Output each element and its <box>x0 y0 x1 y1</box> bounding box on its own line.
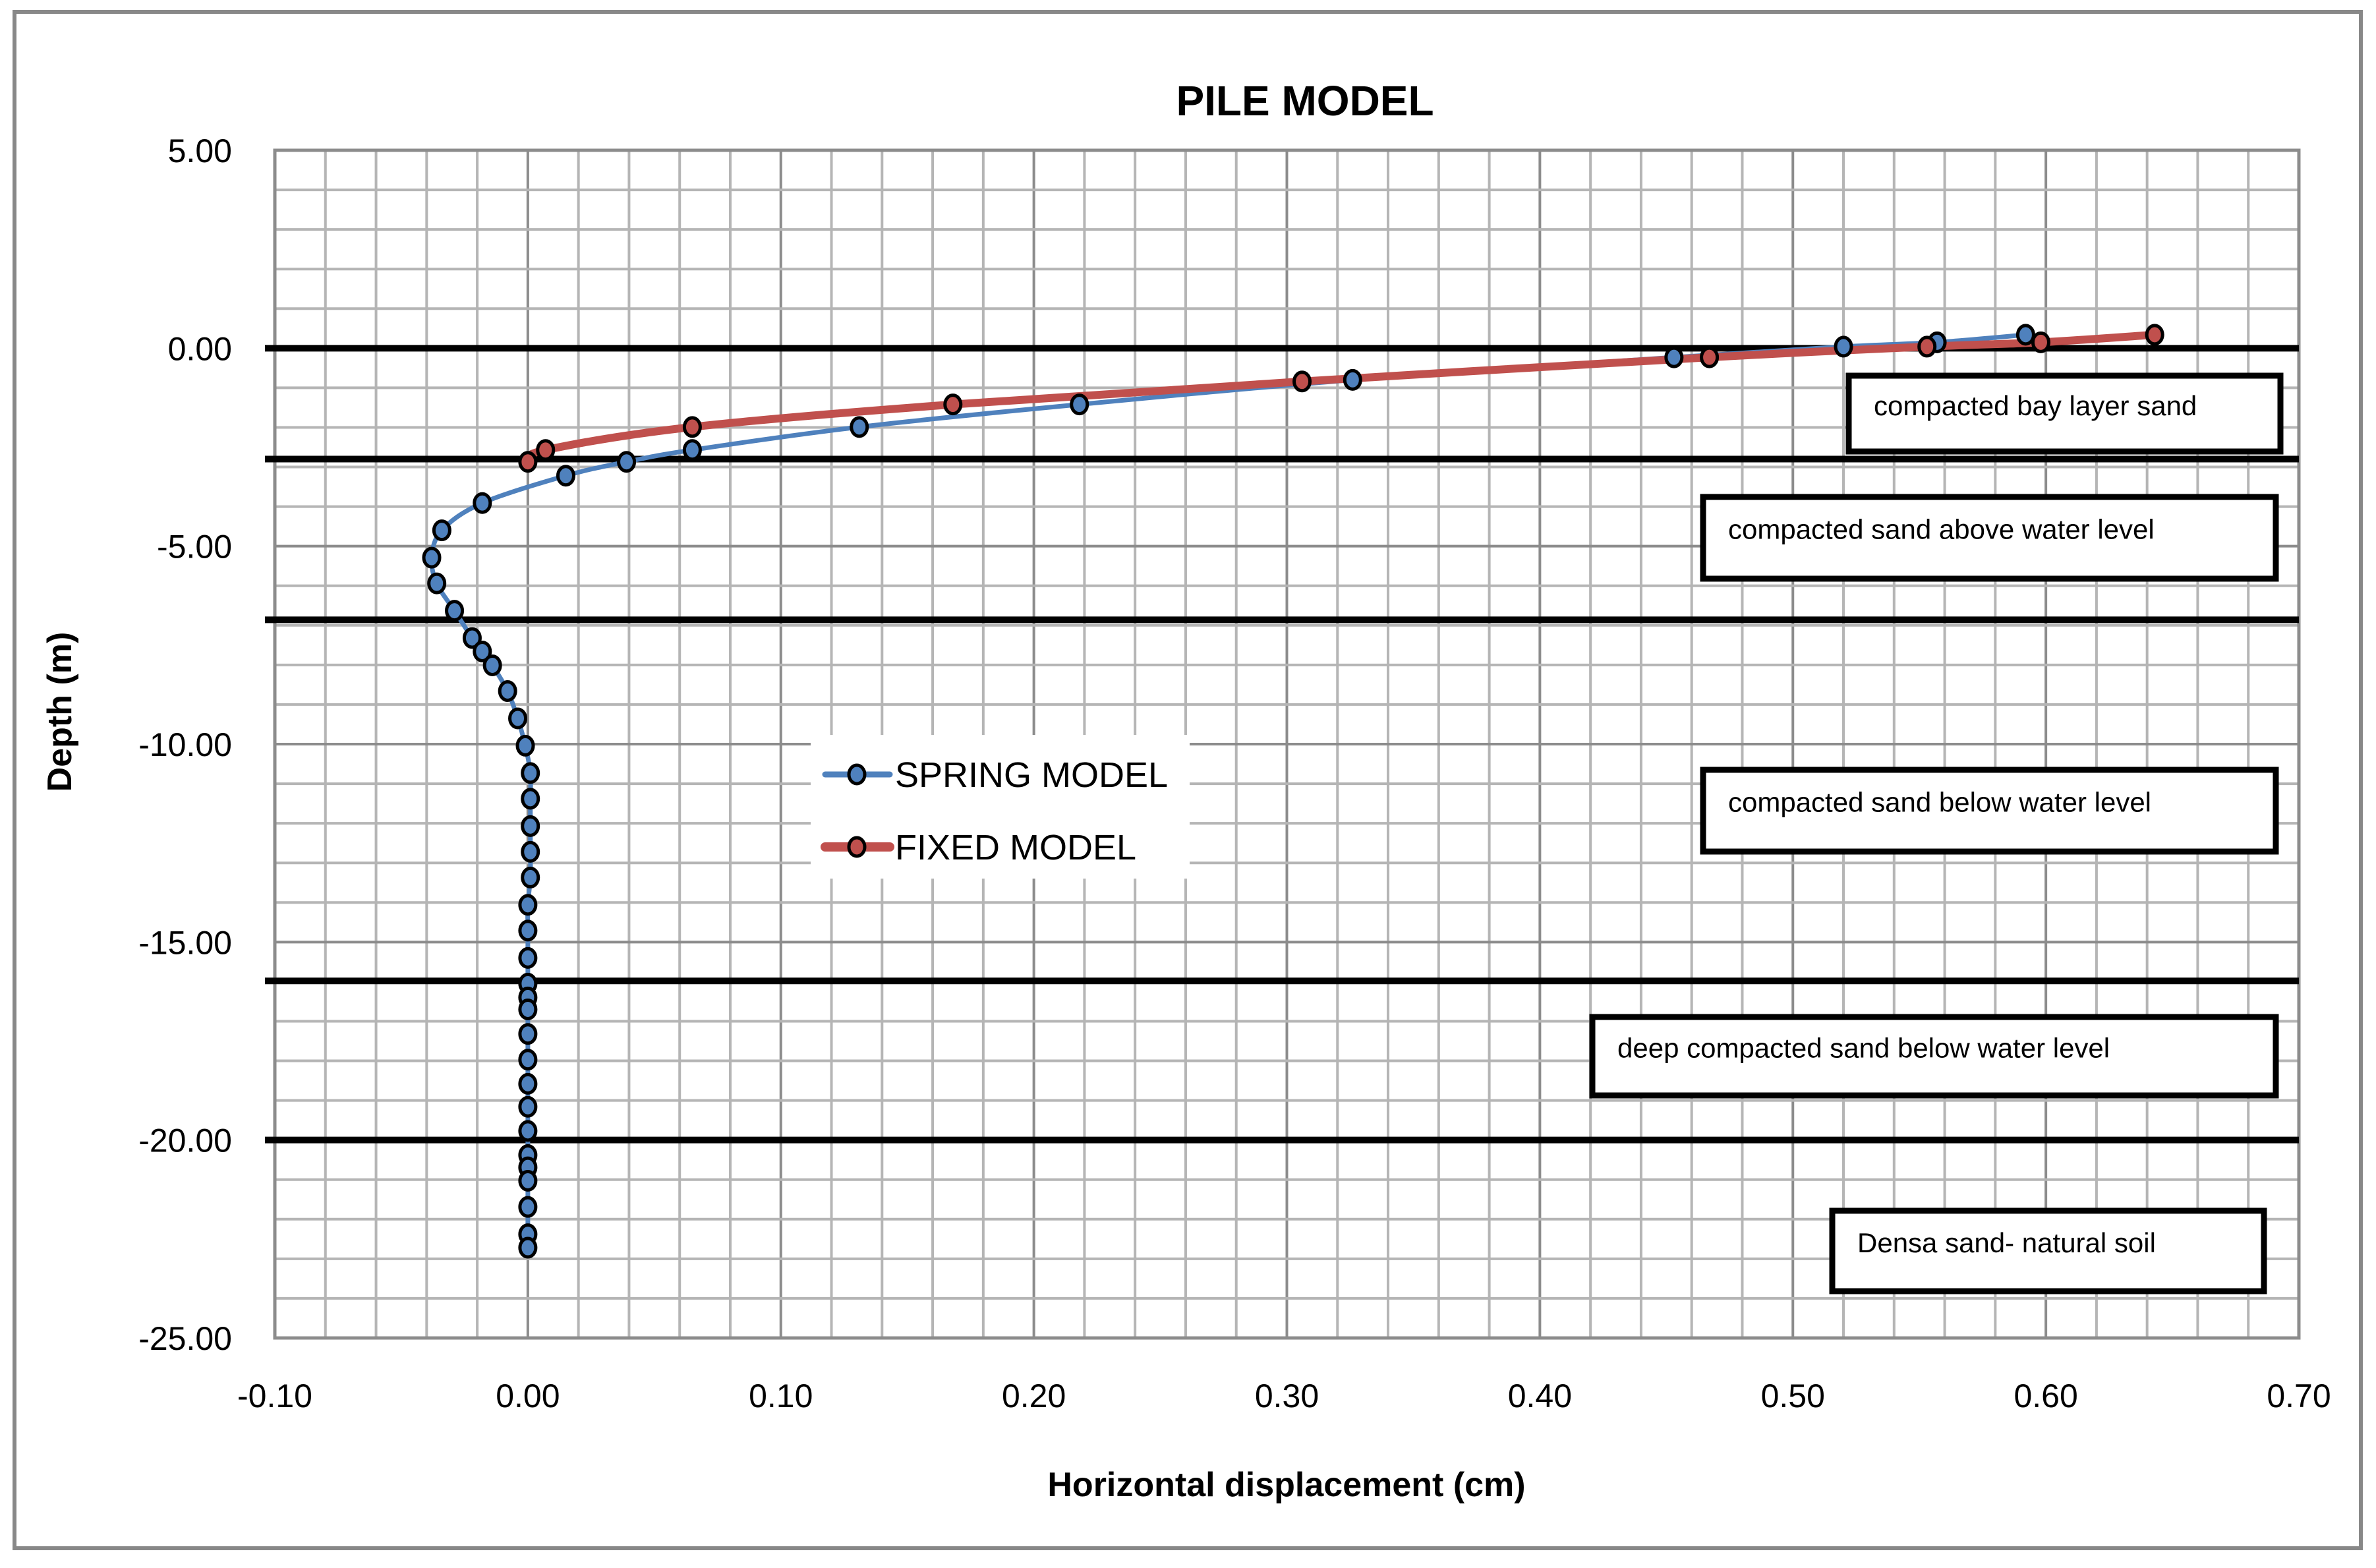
y-tick-label: -10.00 <box>138 726 232 763</box>
spring-model-marker <box>422 546 442 569</box>
x-tick-label: 0.50 <box>1761 1378 1825 1414</box>
spring-model-marker <box>556 465 575 487</box>
spring-model-marker <box>508 707 528 730</box>
spring-model-marker <box>498 680 517 703</box>
spring-model-marker <box>521 866 540 888</box>
spring-model-marker <box>521 815 540 837</box>
spring-model-marker <box>518 1023 538 1045</box>
spring-model-marker <box>518 1170 538 1192</box>
layer-annotations: compacted bay layer sand compacted sand a… <box>1589 372 2284 1294</box>
spring-model-marker <box>518 1196 538 1218</box>
fixed-model-marker <box>1700 346 1720 368</box>
x-axis-title: Horizontal displacement (cm) <box>1047 1466 1525 1504</box>
layer-label-text: deep compacted sand below water level <box>1617 1033 2110 1064</box>
spring-model-marker <box>518 946 538 969</box>
legend-background <box>811 735 1190 879</box>
legend: SPRING MODEL FIXED MODEL <box>811 735 1190 879</box>
fixed-model-marker <box>682 416 702 438</box>
x-tick-label: 0.30 <box>1255 1378 1319 1414</box>
plot-grid <box>273 148 2301 1340</box>
spring-model-marker <box>518 1072 538 1095</box>
spring-model-marker <box>518 998 538 1020</box>
spring-model-marker <box>518 1095 538 1118</box>
layer-label-text: compacted sand above water level <box>1728 514 2155 545</box>
spring-model-marker <box>521 840 540 863</box>
fixed-model-marker <box>536 439 556 461</box>
spring-model-marker <box>473 492 492 514</box>
fixed-model-marker <box>2145 324 2164 346</box>
spring-model-marker <box>521 762 540 784</box>
fixed-model-marker <box>1917 335 1937 358</box>
x-tick-label: 0.20 <box>1002 1378 1066 1414</box>
x-tick-label: 0.40 <box>1508 1378 1572 1414</box>
layer-label-box <box>1829 1207 2267 1294</box>
spring-model-marker <box>682 439 702 461</box>
spring-model-marker <box>515 734 535 757</box>
layer-label-text: Densa sand- natural soil <box>1857 1227 2156 1258</box>
legend-fixed-model-label: FIXED MODEL <box>895 828 1136 867</box>
layer-label-text: compacted bay layer sand <box>1874 390 2197 421</box>
chart-title: PILE MODEL <box>1176 77 1434 125</box>
y-tick-label: -5.00 <box>157 529 232 566</box>
spring-model-marker <box>482 654 502 676</box>
series-markers <box>422 324 2164 1259</box>
y-tick-label: -15.00 <box>138 924 232 961</box>
fixed-model-marker <box>1292 370 1312 393</box>
spring-model-marker <box>521 788 540 810</box>
layer-label-text: compacted sand below water level <box>1728 787 2151 818</box>
spring-model-marker <box>427 572 447 595</box>
fixed-model-marker <box>518 451 538 473</box>
legend-spring-model-marker-icon <box>847 763 867 786</box>
spring-model-marker <box>445 600 465 622</box>
spring-model-marker <box>1070 393 1089 416</box>
spring-model-marker <box>518 1049 538 1071</box>
x-tick-label: 0.70 <box>2267 1378 2331 1414</box>
layer-label-box <box>1845 372 2284 455</box>
spring-model-marker <box>473 640 492 662</box>
y-axis-title: Depth (m) <box>41 632 79 792</box>
x-tick-label: -0.10 <box>237 1378 312 1414</box>
y-tick-label: -20.00 <box>138 1122 232 1159</box>
layer-label-box <box>1700 494 2279 582</box>
y-tick-label: 5.00 <box>168 132 232 169</box>
spring-model-marker <box>518 1236 538 1259</box>
y-tick-label: -25.00 <box>138 1320 232 1357</box>
spring-model-marker <box>1343 368 1362 391</box>
legend-fixed-model-marker-icon <box>847 836 867 858</box>
x-tick-label: 0.00 <box>496 1378 560 1414</box>
axis-tick-labels: -0.10 0.00 0.10 0.20 0.30 0.40 0.50 0.60 0.70 5.0… <box>138 132 2331 1414</box>
y-tick-label: 0.00 <box>168 330 232 367</box>
plot-area-border <box>273 148 2301 1340</box>
layer-label-box <box>1700 767 2279 855</box>
spring-model-marker <box>518 894 538 916</box>
layer-label-box <box>1589 1014 2279 1099</box>
spring-model-marker <box>2015 324 2035 346</box>
spring-model-marker <box>432 519 451 542</box>
spring-model-marker <box>1834 335 1853 358</box>
x-tick-label: 0.60 <box>2014 1378 2077 1414</box>
spring-model-marker <box>462 627 482 649</box>
fixed-model-marker <box>2031 331 2050 353</box>
legend-spring-model-label: SPRING MODEL <box>895 755 1168 795</box>
spring-model-marker <box>518 1120 538 1142</box>
spring-model-marker <box>850 416 869 438</box>
x-tick-label: 0.10 <box>749 1378 813 1414</box>
spring-model-marker <box>1664 346 1684 368</box>
spring-model-marker <box>518 919 538 942</box>
fixed-model-marker <box>943 393 963 416</box>
spring-model-marker <box>617 451 637 473</box>
